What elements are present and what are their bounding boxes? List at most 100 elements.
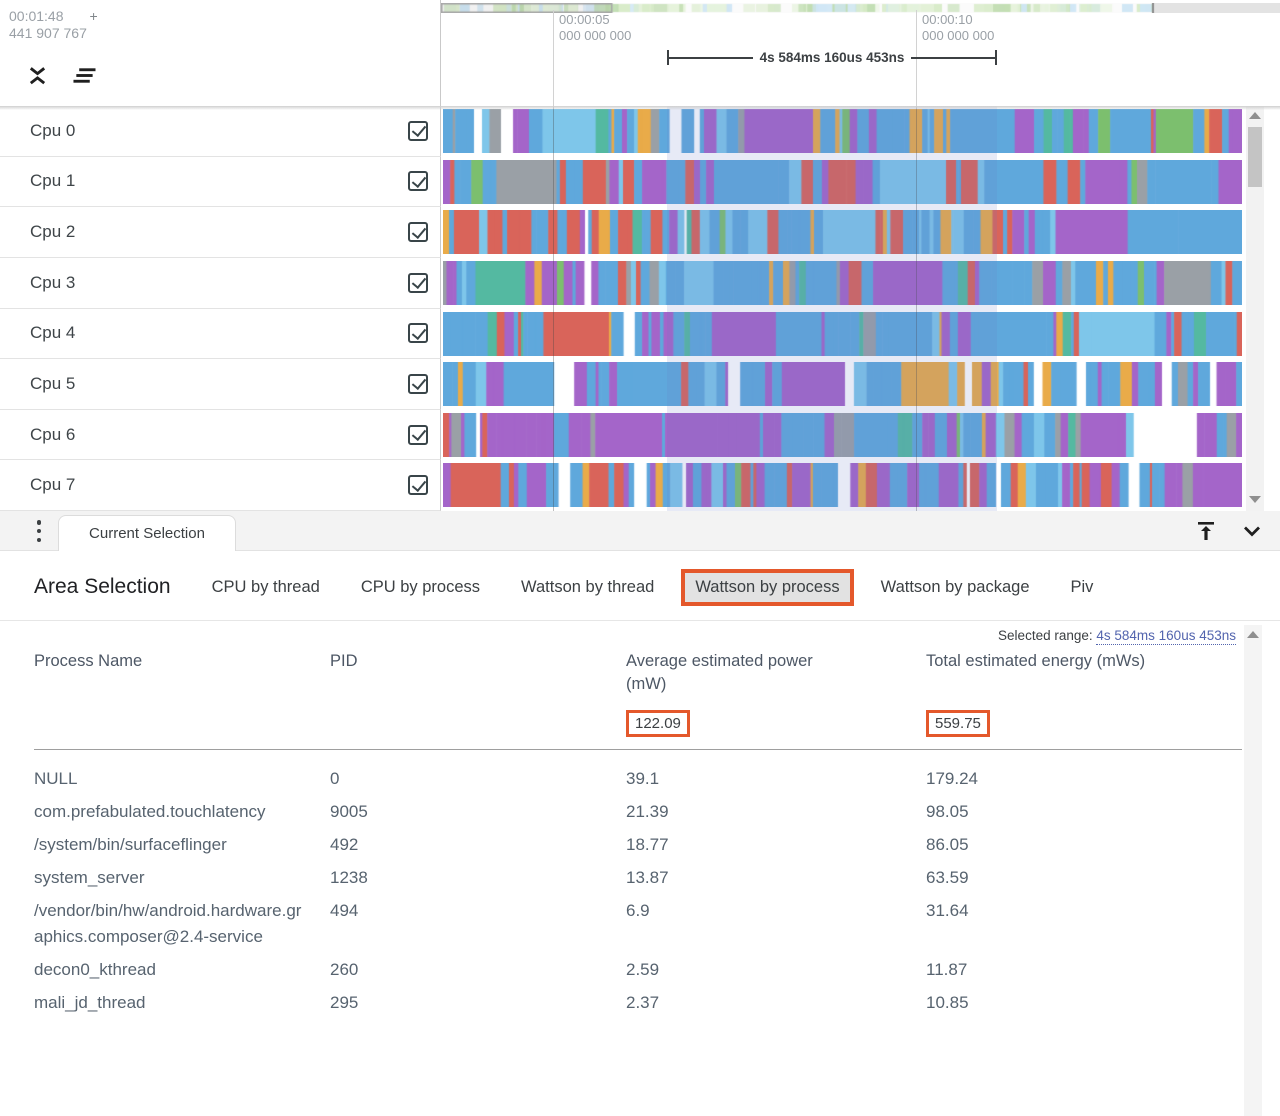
trace-overview-minimap[interactable] [441,0,1280,13]
track-checkbox-icon[interactable] [408,222,428,243]
details-scrollbar[interactable] [1244,625,1262,1116]
track-checkbox-icon[interactable] [408,323,428,344]
track-row-cpu-3: Cpu 3 [0,257,1280,309]
track-slices-band[interactable] [443,412,1242,457]
track-slices-band[interactable] [443,463,1242,508]
table-row[interactable]: system_server 1238 13.87 63.59 [34,861,1242,894]
cell-avg-power: 6.9 [626,900,650,920]
track-label[interactable]: Cpu 7 [0,460,441,511]
track-slices-band[interactable] [443,210,1242,255]
track-label[interactable]: Cpu 6 [0,409,441,461]
details-tab-cpu-by-thread[interactable]: CPU by thread [211,577,320,596]
tracks-scrollbar-thumb[interactable] [1248,127,1262,187]
track-label[interactable]: Cpu 2 [0,207,441,258]
table-row[interactable]: com.prefabulated.touchlatency 9005 21.39 98… [34,795,1242,828]
track-slices-band[interactable] [443,109,1242,153]
cell-pid: 492 [330,834,359,854]
track-slices-band[interactable] [443,159,1242,204]
cell-total-energy: 179.24 [926,768,978,788]
track-checkbox-icon[interactable] [408,171,428,192]
track-checkbox-icon[interactable] [408,373,428,394]
cell-process-name: decon0_kthread [34,959,156,979]
cell-total-energy: 98.05 [926,801,969,821]
highlight-box-total-energy: 559.75 [926,709,990,737]
details-tab-wattson-by-thread[interactable]: Wattson by thread [521,577,655,596]
scroll-up-icon[interactable] [1247,631,1259,638]
ruler-tick-label: 00:00:05 000 000 000 [559,12,632,43]
details-scrollbar-thumb[interactable] [1244,625,1262,870]
table-row[interactable]: mali_jd_thread 295 2.37 10.85 [34,986,1242,1019]
track-row-cpu-6: Cpu 6 [0,409,1280,461]
unfold-less-icon[interactable] [26,64,49,87]
table-row[interactable]: NULL 0 39.1 179.24 [34,762,1242,795]
track-label[interactable]: Cpu 1 [0,156,441,208]
selection-duration-label: 4s 584ms 160us 453ns [759,50,905,65]
cell-total-energy: 11.87 [926,959,968,979]
track-checkbox-icon[interactable] [408,120,428,141]
ruler-gridline [553,10,554,106]
track-label[interactable]: Cpu 4 [0,308,441,360]
tracks-scrollbar[interactable] [1246,106,1264,511]
table-row[interactable]: decon0_kthread 260 2.59 11.87 [34,953,1242,986]
track-name: Cpu 0 [30,120,76,140]
highlight-box-avg-power: 122.09 [626,709,690,737]
track-row-cpu-1: Cpu 1 [0,156,1280,208]
cell-avg-power: 18.77 [626,834,669,854]
cell-pid: 0 [330,768,340,788]
ruler-tick-label: 00:00:10 000 000 000 [922,12,995,43]
track-slices-band[interactable] [443,260,1242,305]
col-process-name: Process Name [34,652,143,670]
details-tab-piv[interactable]: Piv [1070,577,1094,596]
cell-total-energy: 86.05 [926,834,969,854]
cell-avg-power: 2.37 [626,992,660,1012]
timestamp-time: 00:01:48 [9,8,64,24]
track-checkbox-icon[interactable] [408,272,428,293]
timeline-header: 00:01:48 + 441 907 767 00:00:05 000 000 … [0,0,1280,106]
track-label[interactable]: Cpu 3 [0,257,441,309]
track-list: Cpu 0 Cpu 1 Cpu 2 Cpu 3 Cpu 4 Cpu 5 Cpu 6 Cpu 7 [0,106,1280,511]
track-gridline [916,106,917,511]
cell-process-name: system_server [34,867,145,887]
track-checkbox-icon[interactable] [408,475,428,496]
details-tab-wattson-by-package[interactable]: Wattson by package [880,577,1030,596]
more-vert-icon[interactable] [30,518,48,544]
details-tab-wattson-by-process[interactable]: Wattson by process [681,568,854,606]
col-total-energy: Total estimated energy (mWs) [926,652,1146,670]
scroll-up-icon[interactable] [1249,112,1261,119]
cell-pid: 9005 [330,801,368,821]
scroll-down-icon[interactable] [1249,496,1261,503]
cell-total-energy: 31.64 [926,900,969,920]
track-row-cpu-0: Cpu 0 [0,106,1280,157]
table-row[interactable]: /vendor/bin/hw/android.hardware.graphics… [34,894,1242,953]
selected-range-link[interactable]: 4s 584ms 160us 453ns [1096,628,1236,645]
track-gridline [553,106,554,511]
clear-all-icon[interactable] [71,64,97,87]
details-tab-cpu-by-process[interactable]: CPU by process [360,577,481,596]
track-slices-band[interactable] [443,311,1242,356]
track-row-cpu-5: Cpu 5 [0,359,1280,410]
track-name: Cpu 5 [30,373,76,393]
chevron-down-icon[interactable] [1240,519,1264,548]
timestamp-plus: + [89,8,98,24]
track-row-cpu-2: Cpu 2 [0,207,1280,258]
cell-avg-power: 13.87 [626,867,669,887]
track-name: Cpu 1 [30,171,76,191]
track-name: Cpu 3 [30,272,76,292]
track-slices-band[interactable] [443,362,1242,407]
vertical-align-top-icon[interactable] [1194,519,1218,548]
cell-total-energy: 63.59 [926,867,969,887]
track-label[interactable]: Cpu 5 [0,359,441,410]
track-checkbox-icon[interactable] [408,424,428,445]
cell-pid: 494 [330,900,359,920]
details-panel: Area Selection CPU by thread CPU by proce… [0,551,1280,1116]
area-selection-overlay[interactable] [667,106,997,511]
selection-duration-bracket: 4s 584ms 160us 453ns [667,50,997,65]
tab-current-selection[interactable]: Current Selection [58,515,236,551]
track-label[interactable]: Cpu 0 [0,106,441,157]
wattson-process-table: Process Name PID Average estimated power… [34,650,1242,1019]
table-header-row: Process Name PID Average estimated power… [34,650,1242,696]
cell-avg-power: 21.39 [626,801,669,821]
table-row[interactable]: /system/bin/surfaceflinger 492 18.77 86.05 [34,828,1242,861]
details-title: Area Selection [34,575,171,598]
